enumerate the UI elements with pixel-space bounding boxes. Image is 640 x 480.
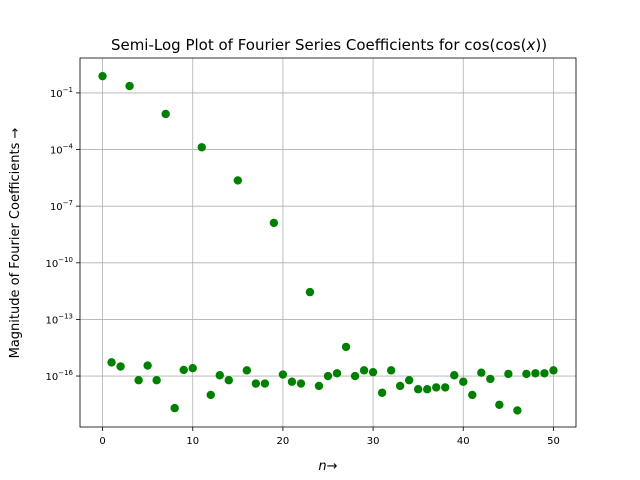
- data-point: [224, 376, 233, 385]
- data-point: [269, 218, 279, 228]
- data-point: [432, 383, 441, 392]
- y-tick-label: 10−7: [50, 199, 73, 213]
- data-point: [540, 369, 549, 378]
- data-point: [413, 385, 423, 394]
- y-tick-label: 10−4: [50, 143, 74, 157]
- y-tick-label: 10−10: [45, 256, 73, 270]
- data-point: [215, 371, 224, 380]
- y-axis-label: Magnitude of Fourier Coefficients →: [8, 127, 23, 358]
- x-tick-label: 20: [277, 436, 290, 447]
- data-point: [368, 367, 378, 377]
- y-axis-ticks: 10−1 10−4 10−7 10−10 10−13 10−16: [45, 86, 80, 383]
- data-point: [504, 369, 513, 379]
- data-point: [332, 369, 342, 378]
- grid: [80, 58, 576, 427]
- data-point: [143, 361, 152, 370]
- data-point: [98, 71, 107, 81]
- data-point: [305, 287, 315, 297]
- data-point: [395, 381, 405, 391]
- data-point: [404, 376, 414, 385]
- data-point: [161, 109, 170, 119]
- data-point: [341, 342, 351, 352]
- data-point: [116, 362, 125, 371]
- data-point: [134, 376, 143, 385]
- y-tick-label: 10−13: [45, 312, 73, 326]
- x-axis-label: n→: [318, 459, 337, 474]
- data-point: [107, 358, 116, 367]
- data-point: [296, 379, 306, 388]
- data-point: [206, 390, 215, 400]
- data-point: [314, 381, 324, 391]
- data-point: [152, 376, 161, 385]
- data-point: [441, 383, 450, 392]
- data-point: [251, 379, 261, 388]
- data-point: [549, 366, 558, 375]
- y-tick-label: 10−1: [50, 86, 73, 100]
- data-point: [477, 368, 486, 377]
- data-point: [188, 364, 197, 373]
- x-tick-label: 50: [547, 436, 560, 447]
- x-tick-label: 30: [367, 436, 380, 447]
- data-point: [278, 370, 288, 379]
- plot-area-frame: [79, 57, 577, 428]
- data-points: [98, 71, 558, 415]
- data-point: [386, 366, 396, 375]
- data-point: [513, 406, 522, 415]
- x-tick-label: 40: [457, 436, 470, 447]
- data-point: [423, 385, 432, 394]
- data-point: [125, 81, 134, 91]
- data-point: [260, 379, 270, 388]
- data-point: [450, 371, 459, 380]
- data-point: [170, 403, 179, 413]
- x-tick-label: 10: [186, 436, 199, 447]
- data-point: [486, 374, 495, 384]
- data-point: [233, 176, 243, 185]
- data-point: [287, 377, 297, 386]
- data-point: [522, 369, 531, 379]
- data-point: [377, 388, 387, 397]
- chart-title: Semi-Log Plot of Fourier Series Coeffici…: [111, 36, 547, 54]
- x-tick-label: 0: [99, 436, 105, 447]
- y-tick-label: 10−16: [45, 369, 73, 383]
- data-point: [359, 366, 369, 375]
- data-point: [242, 366, 252, 375]
- data-point: [350, 371, 360, 381]
- data-point: [468, 390, 477, 400]
- data-point: [531, 369, 540, 378]
- data-point: [323, 371, 333, 381]
- data-point: [495, 400, 504, 409]
- x-axis-ticks: 0 10 20 30 40 50: [99, 427, 560, 447]
- data-point: [179, 365, 188, 375]
- data-point: [197, 143, 206, 152]
- data-point: [459, 377, 468, 386]
